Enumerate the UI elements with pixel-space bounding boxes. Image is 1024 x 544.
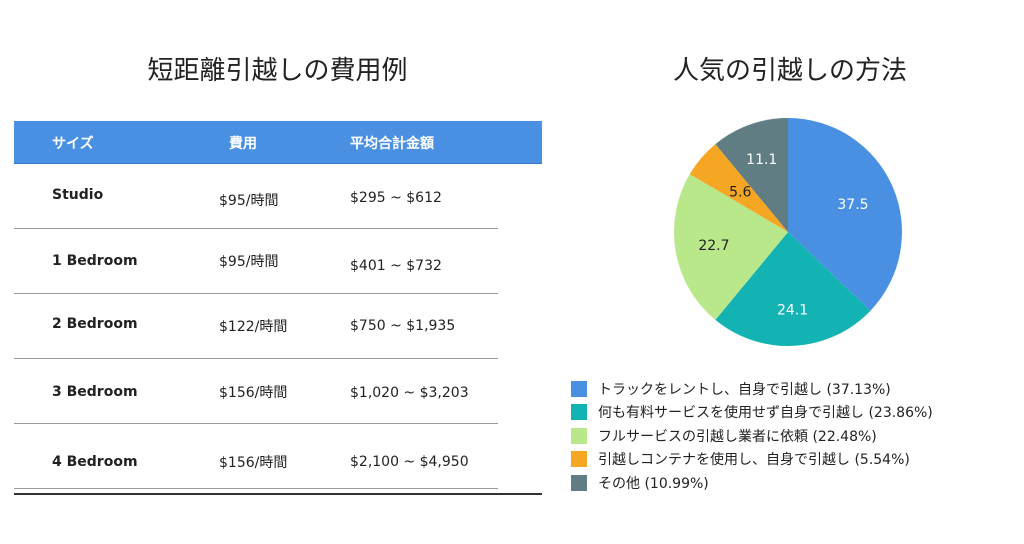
header-total: 平均合計金額 (350, 136, 434, 152)
row-total: $2,100 ~ $4,950 (350, 454, 469, 470)
chart-title: 人気の引越しの方法 (672, 56, 907, 86)
header-size: サイズ (52, 136, 94, 152)
legend-label: トラックをレントし、自身で引越し (37.13%) (598, 381, 891, 398)
legend-swatch (571, 427, 587, 444)
pie-slice-label: 24.1 (777, 302, 808, 318)
cost-table: サイズ 費用 平均合計金額 Studio $95/時間 $295 ~ $612 … (14, 121, 542, 489)
row-rate: $95/時間 (219, 254, 279, 270)
table-bottom-rule (14, 493, 542, 495)
left-title: 短距離引越しの費用例 (147, 56, 408, 86)
pie-slice-label: 11.1 (746, 152, 777, 168)
legend-label: フルサービスの引越し業者に依頼 (22.48%) (598, 428, 877, 445)
pie-slice (788, 118, 902, 311)
legend-item: 引越しコンテナを使用し、自身で引越し (5.54%) (571, 448, 933, 472)
legend-item: その他 (10.99%) (571, 471, 933, 495)
row-rate: $122/時間 (219, 319, 288, 335)
legend-label: その他 (10.99%) (598, 475, 709, 492)
row-size: Studio (52, 187, 104, 203)
table-row: 3 Bedroom $156/時間 $1,020 ~ $3,203 (14, 359, 542, 424)
pie-slice-label: 22.7 (698, 238, 729, 254)
table-row: 4 Bedroom $156/時間 $2,100 ~ $4,950 (14, 424, 542, 489)
pie-slice (715, 232, 871, 346)
legend-swatch (571, 404, 587, 421)
pie-slice-label: 37.5 (837, 197, 868, 213)
table-row: 2 Bedroom $122/時間 $750 ~ $1,935 (14, 294, 542, 359)
row-total: $295 ~ $612 (350, 190, 442, 206)
pie-slice (715, 118, 788, 232)
row-total: $401 ~ $732 (350, 258, 442, 274)
row-size: 3 Bedroom (52, 384, 138, 400)
legend-swatch (571, 380, 587, 397)
legend-item: トラックをレントし、自身で引越し (37.13%) (571, 377, 933, 401)
pie-chart: 37.5 24.1 22.7 5.6 11.1 (674, 118, 902, 346)
table-row: Studio $95/時間 $295 ~ $612 (14, 164, 542, 229)
row-total: $750 ~ $1,935 (350, 318, 456, 334)
legend-item: フルサービスの引越し業者に依頼 (22.48%) (571, 424, 933, 448)
table-row: 1 Bedroom $95/時間 $401 ~ $732 (14, 229, 542, 294)
chart-legend: トラックをレントし、自身で引越し (37.13%) 何も有料サービスを使用せず自身… (571, 377, 933, 495)
row-rate: $156/時間 (219, 385, 288, 401)
pie-slice (674, 174, 788, 320)
row-size: 4 Bedroom (52, 454, 138, 470)
row-size: 2 Bedroom (52, 316, 138, 332)
row-total: $1,020 ~ $3,203 (350, 385, 469, 401)
legend-label: 引越しコンテナを使用し、自身で引越し (5.54%) (598, 452, 910, 469)
legend-swatch (571, 474, 587, 491)
pie-slice (689, 144, 788, 232)
header-rate: 費用 (229, 136, 257, 152)
row-rate: $156/時間 (219, 455, 288, 471)
legend-label: 何も有料サービスを使用せず自身で引越し (23.86%) (598, 405, 933, 422)
legend-swatch (571, 451, 587, 468)
legend-item: 何も有料サービスを使用せず自身で引越し (23.86%) (571, 401, 933, 425)
row-rate: $95/時間 (219, 193, 279, 209)
pie-slice-label: 5.6 (729, 184, 751, 200)
row-size: 1 Bedroom (52, 253, 138, 269)
table-header: サイズ 費用 平均合計金額 (14, 121, 542, 164)
